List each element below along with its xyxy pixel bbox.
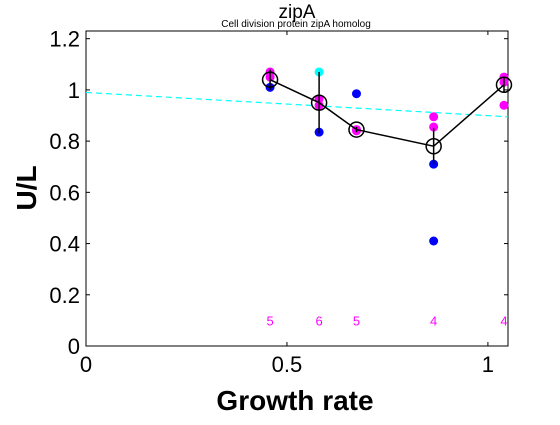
y-tick-label: 0.4	[49, 232, 80, 257]
y-tick-label: 0.8	[49, 129, 80, 154]
blue-point	[429, 236, 439, 246]
mean-marker	[310, 94, 328, 111]
count-label: 5	[266, 314, 273, 329]
plot-frame	[85, 30, 509, 347]
y-tick-label: 1	[68, 78, 80, 103]
y-tick-label: 0	[68, 334, 80, 359]
y-tick-label: 0.2	[49, 283, 80, 308]
y-tick-label: 1.2	[49, 27, 80, 52]
x-tick-label: 0	[80, 352, 92, 377]
x-tick-label: 1	[482, 352, 494, 377]
mean-marker	[261, 71, 279, 88]
magenta-point	[429, 122, 439, 132]
count-label: 5	[353, 314, 360, 329]
magenta-point	[429, 112, 439, 122]
plot-area: 0 0.5 1 0 0.2 0.4 0.6 0.8 1 1.2 5 6 5 4 4	[49, 27, 513, 377]
count-label: 4	[430, 314, 437, 329]
trend-line	[85, 91, 509, 118]
y-axis-label: U/L	[11, 165, 42, 210]
mean-marker	[425, 137, 442, 155]
x-axis-label: Growth rate	[216, 385, 373, 416]
blue-point	[351, 89, 361, 99]
chart-subtitle: Cell division protein zipA homolog	[221, 19, 371, 30]
magenta-point	[499, 100, 509, 110]
count-label: 6	[315, 314, 322, 329]
mean-marker	[495, 76, 513, 94]
chart-title: zipA	[279, 2, 316, 23]
mean-marker	[348, 121, 365, 138]
count-label: 4	[500, 314, 507, 329]
y-tick-label: 0.6	[49, 180, 80, 205]
x-tick-label: 0.5	[272, 352, 303, 377]
